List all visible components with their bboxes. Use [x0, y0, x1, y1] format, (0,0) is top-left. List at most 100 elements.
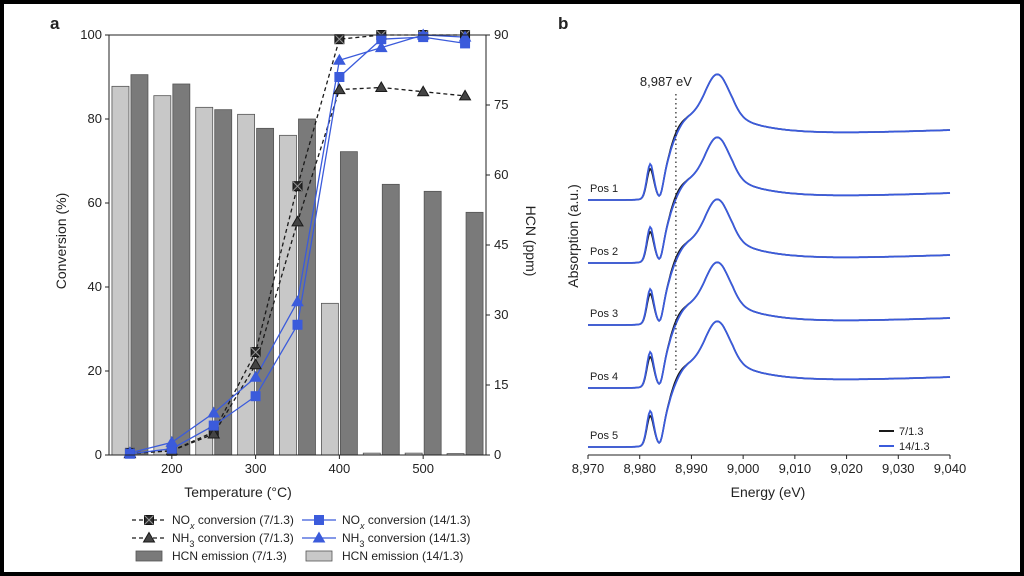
b-legend-label-1: 14/1.3 — [899, 441, 930, 453]
b-x-tick-label-9020: 9,020 — [830, 461, 863, 476]
panel-b-position-labels: Pos 1 Pos 2 Pos 3 Pos 4 Pos 5 — [590, 183, 618, 442]
panel-b-ylabel: Absorption (a.u.) — [565, 184, 581, 288]
bar-hcn-7-450 — [381, 183, 400, 456]
position-label-3: Pos 3 — [590, 308, 618, 320]
position-label-5: Pos 5 — [590, 430, 618, 442]
bar-hcn-14-200 — [153, 95, 172, 456]
point-s3-400 — [333, 53, 346, 65]
legend-swatch-bar-5 — [305, 550, 333, 562]
position-label-4: Pos 4 — [590, 371, 618, 383]
panel-a-bars — [111, 74, 484, 456]
y-tick-label-60: 60 — [88, 195, 102, 210]
panel-a-xlabel: Temperature (°C) — [184, 484, 292, 500]
legend-label-5: HCN emission (14/1.3) — [342, 549, 463, 563]
point-s0-350-cross — [292, 181, 303, 192]
y-tick-label-0: 0 — [95, 447, 102, 462]
point-s2-250 — [208, 420, 219, 431]
b-x-tick-label-9030: 9,030 — [882, 461, 915, 476]
y2-tick-label-15: 15 — [494, 377, 508, 392]
x-tick-label-300: 300 — [245, 461, 267, 476]
y-tick-label-40: 40 — [88, 279, 102, 294]
b-x-tick-label-9040: 9,040 — [934, 461, 967, 476]
legend-swatch-marker-1 — [314, 515, 324, 525]
legend-label-1: NOx conversion (14/1.3) — [342, 513, 471, 531]
legend-swatch-marker-3 — [312, 531, 326, 543]
bar-hcn-7-500 — [423, 190, 442, 456]
y2-tick-label-45: 45 — [494, 237, 508, 252]
y-tick-label-20: 20 — [88, 363, 102, 378]
legend-item-0: NOx conversion (7/1.3) — [132, 513, 294, 531]
point-s3-250 — [207, 406, 221, 418]
bar-hcn-7-350 — [298, 118, 316, 456]
position-label-1: Pos 1 — [590, 183, 618, 195]
point-s2-300 — [250, 391, 261, 402]
spectrum-pos2-14-1.3 — [588, 136, 951, 264]
point-s3-350 — [291, 295, 304, 307]
panel-label-b: b — [558, 14, 568, 33]
b-x-tick-label-9010: 9,010 — [779, 461, 812, 476]
point-s3-200 — [165, 435, 179, 447]
panel-b-curves — [588, 73, 951, 448]
b-x-tick-label-8980: 8,980 — [623, 461, 656, 476]
legend-item-5: HCN emission (14/1.3) — [305, 549, 463, 563]
x-tick-label-500: 500 — [412, 461, 434, 476]
point-s0-400-cross — [334, 34, 345, 45]
b-x-tick-label-8970: 8,970 — [572, 461, 605, 476]
y2-tick-label-0: 0 — [494, 447, 501, 462]
point-s1-400 — [333, 83, 346, 95]
legend-swatch-marker-2 — [142, 531, 156, 543]
legend-item-1: NOx conversion (14/1.3) — [302, 513, 471, 531]
legend-label-4: HCN emission (7/1.3) — [172, 549, 287, 563]
x-tick-label-400: 400 — [329, 461, 351, 476]
bar-hcn-7-150 — [130, 74, 149, 456]
figure-frame: a 200 300 400 500 0 20 40 60 80 100 0 15 30 45 60 75 90 … — [4, 4, 1020, 572]
point-s3-450 — [374, 41, 388, 53]
legend-swatch-marker-0-cross — [144, 515, 154, 525]
position-label-2: Pos 2 — [590, 246, 618, 258]
panel-b-legend: 7/1.3 14/1.3 — [879, 426, 930, 453]
y2-tick-label-90: 90 — [494, 27, 508, 42]
spectrum-pos5-14-1.3 — [588, 320, 951, 448]
panel-a-y2label: HCN (ppm) — [523, 206, 539, 277]
panel-b-annotation-label: 8,987 eV — [640, 74, 692, 89]
spectrum-pos2-7-1.3 — [588, 136, 951, 264]
y-tick-label-100: 100 — [80, 27, 102, 42]
bar-hcn-14-400 — [320, 302, 339, 456]
legend-item-2: NH3 conversion (7/1.3) — [132, 531, 294, 549]
point-s1-450 — [374, 81, 388, 92]
point-s3-500 — [416, 28, 430, 40]
panel-a-axes: 200 300 400 500 0 20 40 60 80 100 0 15 30 45 60 75 90 — [80, 27, 508, 476]
legend-label-0: NOx conversion (7/1.3) — [172, 513, 294, 531]
legend-item-4: HCN emission (7/1.3) — [135, 549, 287, 563]
legend-item-3: NH3 conversion (14/1.3) — [302, 531, 470, 549]
point-s1-250 — [207, 427, 221, 439]
point-s1-300 — [249, 358, 262, 370]
bar-hcn-14-150 — [111, 85, 130, 456]
point-s1-550 — [458, 89, 472, 101]
panel-b-axes: 8,970 8,980 8,990 9,000 9,010 9,020 9,030 9,040 — [572, 454, 967, 476]
legend-label-2: NH3 conversion (7/1.3) — [172, 531, 294, 549]
b-x-tick-label-8990: 8,990 — [675, 461, 708, 476]
b-x-tick-label-9000: 9,000 — [727, 461, 760, 476]
point-s3-300 — [249, 370, 262, 382]
y-tick-label-80: 80 — [88, 111, 102, 126]
bar-hcn-14-300 — [237, 113, 256, 456]
y2-tick-label-60: 60 — [494, 167, 508, 182]
spectrum-pos4-14-1.3 — [588, 261, 951, 389]
panel-a-legend: NOx conversion (7/1.3) NOx conversion (14… — [132, 513, 471, 563]
spectrum-pos3-14-1.3 — [588, 198, 951, 326]
y2-tick-label-75: 75 — [494, 97, 508, 112]
panel-b-xlabel: Energy (eV) — [731, 484, 806, 500]
figure-canvas: a 200 300 400 5000204060801000153045607590 … — [50, 14, 967, 563]
panel-label-a: a — [50, 14, 60, 33]
spectrum-pos4-7-1.3 — [588, 261, 951, 389]
panel-a-ylabel: Conversion (%) — [53, 193, 69, 289]
y2-tick-label-30: 30 — [494, 307, 508, 322]
point-s3-550 — [458, 30, 472, 42]
point-s0-300-cross — [250, 347, 261, 357]
spectrum-pos3-7-1.3 — [588, 198, 951, 326]
bar-hcn-7-550 — [465, 211, 484, 456]
bar-hcn-14-250 — [195, 106, 214, 456]
point-s2-350 — [292, 319, 303, 330]
bar-hcn-7-400 — [339, 151, 358, 456]
